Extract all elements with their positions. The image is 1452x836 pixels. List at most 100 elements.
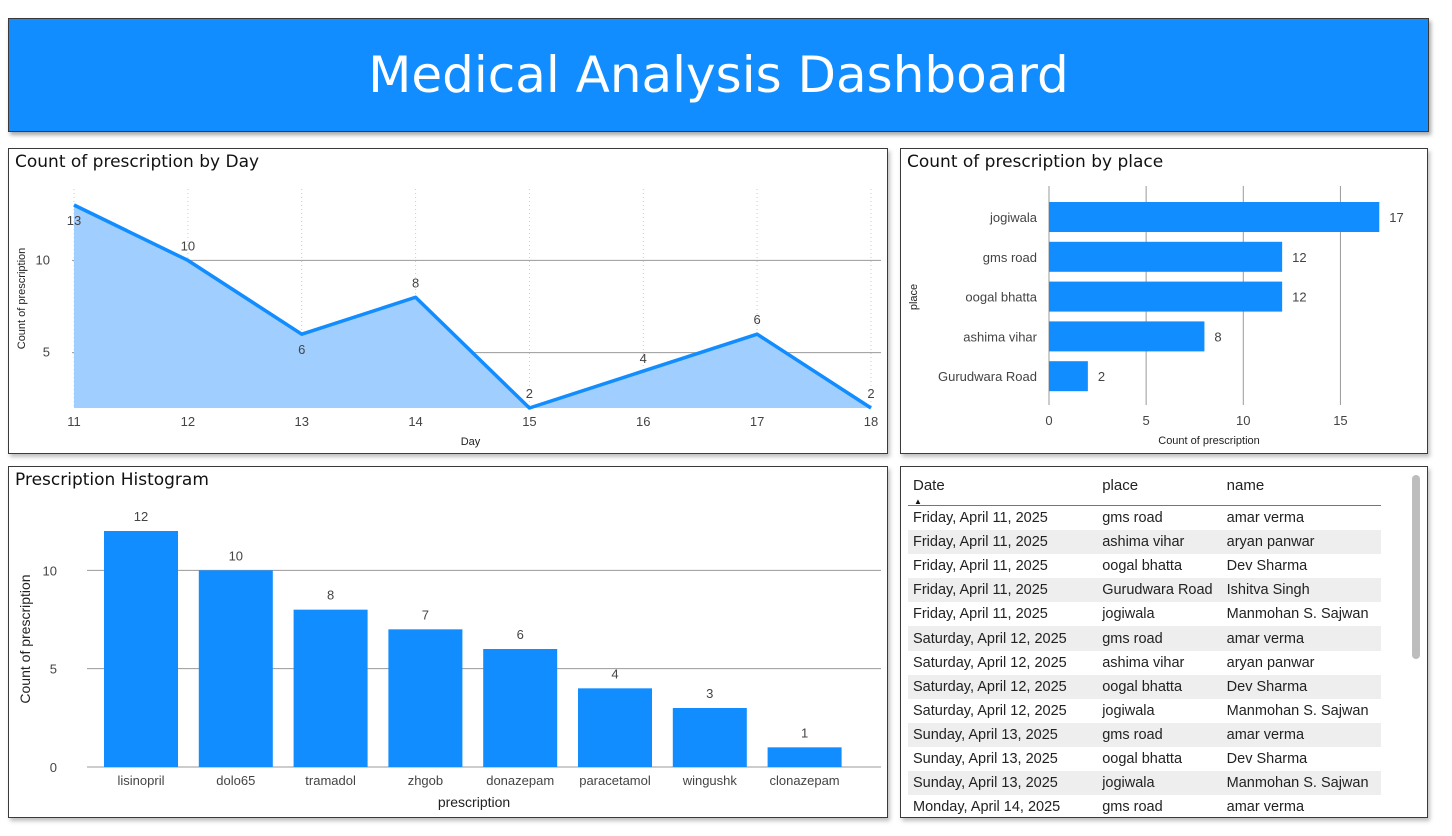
bar bbox=[483, 649, 558, 767]
table-row[interactable]: Sunday, April 13, 2025 jogiwala Manmohan S… bbox=[908, 771, 1381, 796]
cell-name: Manmohan S. Sajwan bbox=[1226, 775, 1369, 792]
data-label: 7 bbox=[422, 607, 429, 622]
prescription-table-panel[interactable]: Date place name ▲ Friday, April 11, 2025… bbox=[900, 466, 1428, 818]
table-row[interactable]: Sunday, April 13, 2025 gms road amar verma bbox=[908, 722, 1381, 747]
table-row[interactable]: Friday, April 11, 2025 jogiwala Manmohan S… bbox=[908, 602, 1381, 626]
bar bbox=[198, 570, 273, 767]
cell-name: aryan panwar bbox=[1226, 534, 1315, 551]
data-label: 3 bbox=[706, 686, 713, 701]
data-label: 10 bbox=[229, 548, 243, 563]
cell-date: Saturday, April 12, 2025 bbox=[913, 654, 1067, 671]
category-label: donazepam bbox=[486, 773, 554, 788]
category-label: tramadol bbox=[305, 773, 356, 788]
cell-date: Friday, April 11, 2025 bbox=[913, 558, 1048, 575]
cell-place: gms road bbox=[1102, 726, 1163, 743]
data-label: 17 bbox=[1389, 210, 1403, 225]
category-label: oogal bhatta bbox=[965, 290, 1037, 305]
data-label: 8 bbox=[1214, 329, 1221, 344]
cell-date: Saturday, April 12, 2025 bbox=[913, 678, 1067, 695]
bar bbox=[1049, 321, 1205, 352]
x-tick-label: 11 bbox=[67, 414, 81, 429]
x-tick-label: 15 bbox=[522, 414, 536, 429]
bar bbox=[104, 531, 178, 767]
table-row[interactable]: Saturday, April 12, 2025 ashima vihar arya… bbox=[908, 651, 1381, 675]
dashboard-header: Medical Analysis Dashboard bbox=[8, 18, 1429, 132]
bar bbox=[1049, 241, 1283, 272]
data-label: 2 bbox=[1098, 369, 1105, 384]
data-label: 6 bbox=[754, 312, 761, 327]
y-tick-label: 5 bbox=[50, 662, 57, 677]
data-label: 2 bbox=[867, 386, 874, 401]
cell-place: gms road bbox=[1102, 510, 1163, 527]
category-label: paracetamol bbox=[579, 773, 651, 788]
cell-date: Friday, April 11, 2025 bbox=[913, 582, 1048, 599]
area-fill bbox=[74, 205, 871, 408]
category-label: zhgob bbox=[408, 773, 443, 788]
prescription-by-place-panel[interactable]: Count of prescription by place 0 5 10 15 jog… bbox=[900, 148, 1428, 454]
cell-place: ashima vihar bbox=[1102, 654, 1185, 671]
data-label: 13 bbox=[67, 213, 81, 228]
data-label: 4 bbox=[611, 666, 618, 681]
table-row[interactable]: Friday, April 11, 2025 oogal bhatta Dev Sh… bbox=[908, 554, 1381, 578]
cell-date: Sunday, April 13, 2025 bbox=[913, 726, 1058, 743]
y-tick-label: 5 bbox=[43, 345, 50, 360]
data-label: 4 bbox=[640, 351, 647, 366]
category-label: lisinopril bbox=[118, 773, 165, 788]
cell-name: Dev Sharma bbox=[1226, 750, 1308, 767]
cell-date: Saturday, April 12, 2025 bbox=[913, 630, 1067, 647]
table-scrollbar[interactable] bbox=[1412, 475, 1420, 659]
dashboard-title: Medical Analysis Dashboard bbox=[368, 46, 1069, 104]
prescription-histogram-panel[interactable]: Prescription Histogram 0 5 10 12 lisinopril 1… bbox=[8, 466, 888, 818]
cell-name: aryan panwar bbox=[1226, 654, 1315, 671]
cell-date: Saturday, April 12, 2025 bbox=[913, 702, 1067, 719]
cell-name: Manmohan S. Sajwan bbox=[1226, 606, 1369, 623]
x-tick-label: 14 bbox=[408, 414, 422, 429]
y-tick-label: 10 bbox=[36, 252, 50, 267]
y-axis-label: Count of prescription bbox=[16, 248, 28, 350]
category-label: dolo65 bbox=[216, 773, 255, 788]
x-tick-label: 10 bbox=[1236, 413, 1250, 428]
sort-ascending-icon[interactable]: ▲ bbox=[914, 497, 922, 506]
bar bbox=[1049, 202, 1380, 232]
data-label: 6 bbox=[517, 627, 524, 642]
cell-place: jogiwala bbox=[1102, 702, 1155, 719]
y-tick-label: 0 bbox=[50, 760, 57, 775]
cell-name: amar verma bbox=[1226, 799, 1305, 815]
cell-place: gms road bbox=[1102, 799, 1163, 815]
table-row[interactable]: Friday, April 11, 2025 ashima vihar aryan … bbox=[908, 530, 1381, 555]
bar bbox=[578, 688, 652, 767]
x-tick-label: 16 bbox=[636, 414, 650, 429]
x-tick-label: 12 bbox=[181, 414, 195, 429]
prescription-by-day-panel[interactable]: Count of prescription by Day 11 12 13 14 15 1… bbox=[8, 148, 888, 454]
x-tick-label: 5 bbox=[1143, 413, 1150, 428]
y-axis-label: place bbox=[908, 284, 920, 310]
cell-place: oogal bhatta bbox=[1102, 678, 1183, 695]
table-row[interactable]: Sunday, April 13, 2025 oogal bhatta Dev Sh… bbox=[908, 747, 1381, 771]
data-label: 10 bbox=[181, 238, 195, 253]
category-label: Gurudwara Road bbox=[938, 369, 1037, 384]
column-header-place[interactable]: place bbox=[1102, 477, 1139, 494]
data-label: 2 bbox=[526, 386, 533, 401]
cell-date: Friday, April 11, 2025 bbox=[913, 606, 1048, 623]
y-tick-label: 10 bbox=[43, 563, 57, 578]
category-label: ashima vihar bbox=[963, 329, 1037, 344]
table-header: Date place name ▲ bbox=[908, 475, 1381, 506]
table-row[interactable]: Saturday, April 12, 2025 gms road amar ver… bbox=[908, 626, 1381, 651]
cell-place: jogiwala bbox=[1102, 775, 1155, 792]
table-row[interactable]: Friday, April 11, 2025 gms road amar verma bbox=[908, 506, 1381, 530]
table-row[interactable]: Friday, April 11, 2025 Gurudwara Road Ishi… bbox=[908, 578, 1381, 603]
data-label: 1 bbox=[801, 725, 808, 740]
table-row[interactable]: Saturday, April 12, 2025 oogal bhatta Dev … bbox=[908, 674, 1381, 699]
cell-place: gms road bbox=[1102, 630, 1163, 647]
cell-name: Dev Sharma bbox=[1226, 558, 1308, 575]
place-bar-chart: 0 5 10 15 jogiwala 17 gms road 12 oogal bhatta 12… bbox=[908, 186, 1404, 447]
column-header-date[interactable]: Date bbox=[913, 477, 945, 494]
table-row[interactable]: Monday, April 14, 2025 gms road amar verma bbox=[908, 795, 1381, 815]
column-header-name[interactable]: name bbox=[1226, 477, 1265, 494]
x-axis-label: Count of prescription bbox=[1158, 435, 1260, 447]
line-chart-title: Count of prescription by Day bbox=[15, 152, 260, 172]
histogram-title: Prescription Histogram bbox=[15, 470, 209, 490]
x-tick-label: 0 bbox=[1045, 413, 1052, 428]
x-axis-label: Day bbox=[461, 436, 481, 448]
table-row[interactable]: Saturday, April 12, 2025 jogiwala Manmohan… bbox=[908, 699, 1381, 723]
